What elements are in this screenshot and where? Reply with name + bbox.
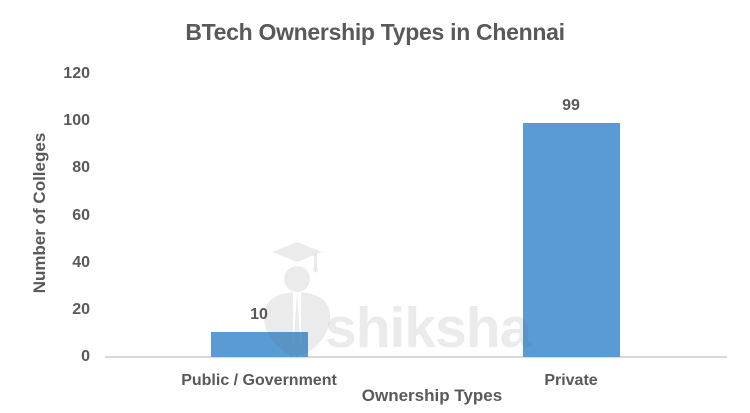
x-category-label: Public / Government <box>181 372 337 389</box>
y-tick-label: 120 <box>63 65 90 82</box>
bar-value-label: 10 <box>250 306 268 324</box>
chart-title: BTech Ownership Types in Chennai <box>185 19 565 45</box>
bar-value-label: 99 <box>562 96 580 114</box>
y-tick-label: 80 <box>72 159 90 177</box>
x-category-label: Private <box>544 372 598 389</box>
x-axis-line <box>105 356 727 358</box>
x-axis-title: Ownership Types <box>361 386 503 405</box>
bar-private <box>522 122 620 357</box>
y-tick-label: 40 <box>72 253 90 271</box>
watermark-text: shiksha <box>325 296 531 360</box>
y-tick-label: 20 <box>72 300 90 318</box>
y-tick-label: 0 <box>81 348 90 365</box>
bar-public-government <box>210 332 308 357</box>
y-tick-label: 60 <box>72 206 90 224</box>
y-tick-label: 100 <box>63 112 90 130</box>
